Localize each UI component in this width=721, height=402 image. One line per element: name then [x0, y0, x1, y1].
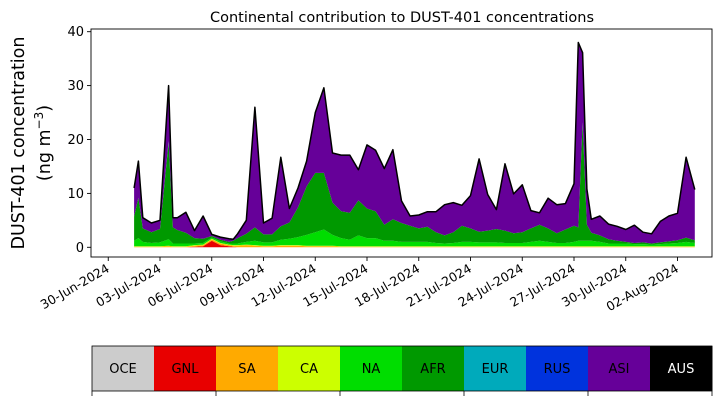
total-concentration-line	[133, 41, 696, 240]
legend-swatch-asi	[588, 346, 651, 391]
legend-swatch-na	[340, 346, 403, 391]
plot-frame	[90, 28, 713, 258]
area-sa	[134, 239, 695, 248]
y-tick-label: 10	[67, 187, 84, 202]
legend-label-sa: SA	[238, 362, 255, 377]
legend-label-asi: ASI	[609, 362, 630, 377]
y-axis-ticks: 0 10 20 30 40	[67, 25, 91, 256]
area-ca	[134, 238, 695, 247]
legend-label-ca: CA	[300, 362, 318, 377]
legend-swatch-afr	[402, 346, 465, 391]
legend-swatch-ca	[278, 346, 341, 391]
legend-swatch-rus	[526, 346, 589, 391]
legend-swatch-eur	[464, 346, 527, 391]
legend-label-aus: AUS	[668, 362, 695, 377]
y-axis-label-suffix: )	[35, 105, 55, 112]
area-aus	[134, 42, 695, 240]
y-tick-label: 30	[67, 79, 84, 94]
legend-swatch-gnl	[154, 346, 217, 391]
area-asi	[134, 42, 695, 244]
y-axis-label-line1: DUST-401 concentration	[9, 37, 29, 250]
y-tick-label: 40	[67, 25, 84, 40]
legend-swatch-sa	[216, 346, 279, 391]
y-tick-label: 20	[67, 133, 84, 148]
legend-label-eur: EUR	[482, 362, 509, 377]
legend-label-oce: OCE	[109, 362, 137, 377]
area-afr	[134, 122, 695, 245]
plot-area	[133, 41, 696, 248]
y-axis-label-exponent: −3	[32, 112, 46, 130]
region-colorbar-legend: OCE GNL SA CA NA AFR EUR RUS ASI AUS	[91, 345, 713, 396]
chart-title: Continental contribution to DUST-401 con…	[210, 10, 594, 26]
x-axis-ticks: 30-Jun-202403-Jul-202406-Jul-202409-Jul-…	[38, 257, 681, 314]
legend-swatch-aus	[650, 346, 713, 391]
legend-label-afr: AFR	[420, 362, 445, 377]
legend-label-na: NA	[362, 362, 381, 377]
legend-frame	[91, 345, 713, 392]
y-axis-label-line2: (ng m−3)	[32, 105, 55, 181]
legend-swatch-oce	[92, 346, 155, 391]
legend-label-gnl: GNL	[171, 362, 199, 377]
area-na	[134, 229, 695, 247]
y-axis-label-prefix: (ng m	[35, 129, 55, 181]
stacked-area-layers	[134, 42, 695, 248]
legend-label-rus: RUS	[544, 362, 571, 377]
y-tick-label: 0	[76, 241, 84, 256]
